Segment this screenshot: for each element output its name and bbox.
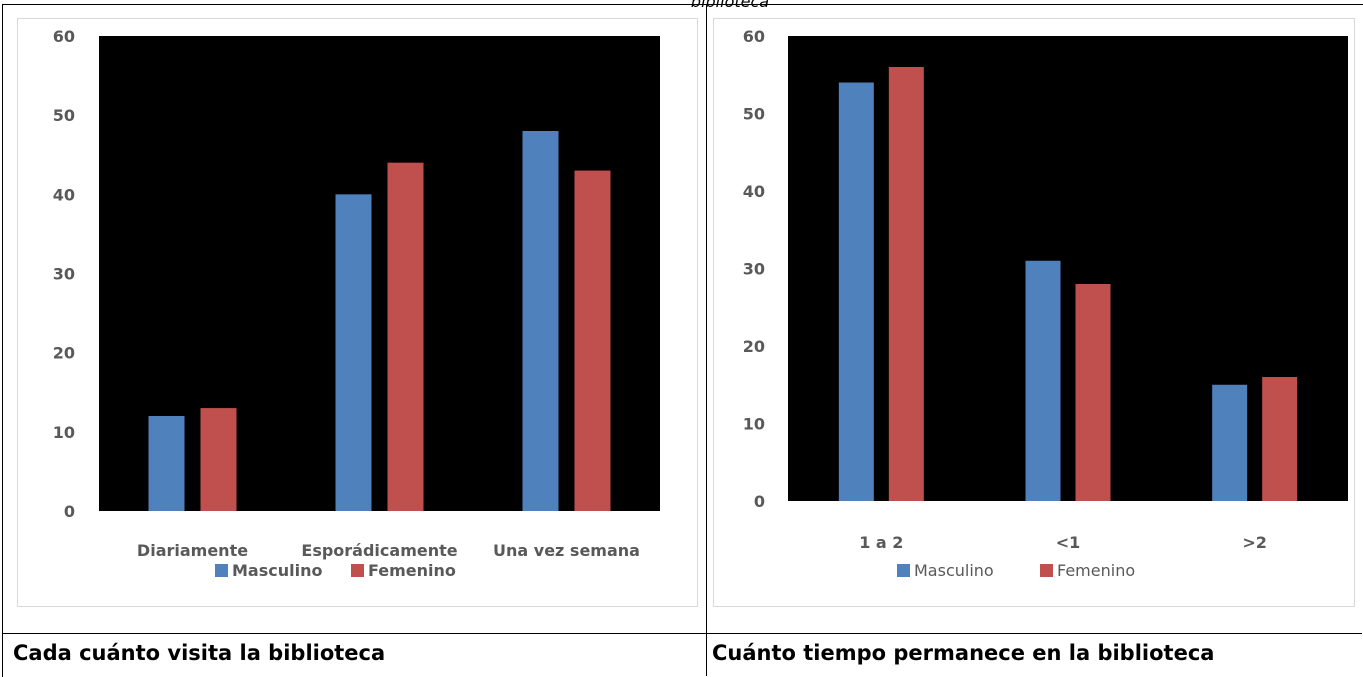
bar-femenino-1 xyxy=(387,162,424,511)
table-divider-horizontal xyxy=(2,633,1362,634)
legend-label-masculino: Masculino xyxy=(914,561,994,580)
y-tick-label: 40 xyxy=(743,182,765,201)
legend-label-femenino: Femenino xyxy=(1057,561,1135,580)
y-tick-label: 20 xyxy=(53,344,75,363)
legend-label-masculino: Masculino xyxy=(232,561,322,580)
legend-label-femenino: Femenino xyxy=(368,561,456,580)
bar-masculino-2 xyxy=(1212,384,1248,501)
legend-swatch-masculino xyxy=(215,564,228,577)
table-divider-vertical xyxy=(706,4,707,676)
y-tick-label: 60 xyxy=(743,27,765,46)
x-category-label: 1 a 2 xyxy=(859,533,903,552)
y-tick-label: 0 xyxy=(64,502,75,521)
x-category-label: <1 xyxy=(1056,533,1081,552)
legend-swatch-masculino xyxy=(897,564,910,577)
plot-area-left xyxy=(99,36,660,511)
x-category-label: Esporádicamente xyxy=(301,541,457,560)
bar-femenino-2 xyxy=(1262,377,1298,501)
layout-table xyxy=(2,4,1363,677)
x-category-label: >2 xyxy=(1242,533,1267,552)
plot-area-right xyxy=(788,36,1348,501)
y-tick-label: 60 xyxy=(53,27,75,46)
bar-masculino-2 xyxy=(522,131,559,511)
y-tick-label: 50 xyxy=(53,106,75,125)
y-tick-label: 40 xyxy=(53,185,75,204)
bar-masculino-0 xyxy=(838,82,874,501)
right-chart-caption: Cuánto tiempo permanece en la biblioteca xyxy=(712,641,1215,665)
y-tick-label: 30 xyxy=(53,265,75,284)
y-tick-label: 50 xyxy=(743,105,765,124)
bar-femenino-0 xyxy=(888,67,924,501)
legend-swatch-femenino xyxy=(1040,564,1053,577)
left-chart-caption: Cada cuánto visita la biblioteca xyxy=(13,641,386,665)
bar-femenino-2 xyxy=(574,170,611,512)
bar-femenino-0 xyxy=(200,408,237,511)
legend-swatch-femenino xyxy=(351,564,364,577)
bar-femenino-1 xyxy=(1075,284,1111,501)
y-tick-label: 30 xyxy=(743,260,765,279)
x-category-label: Diariamente xyxy=(137,541,248,560)
y-tick-label: 10 xyxy=(743,415,765,434)
y-tick-label: 0 xyxy=(754,492,765,511)
bar-masculino-1 xyxy=(335,194,372,512)
x-category-label: Una vez semana xyxy=(493,541,640,560)
bar-masculino-0 xyxy=(148,416,185,511)
y-tick-label: 10 xyxy=(53,423,75,442)
y-tick-label: 20 xyxy=(743,337,765,356)
bar-masculino-1 xyxy=(1025,260,1061,501)
